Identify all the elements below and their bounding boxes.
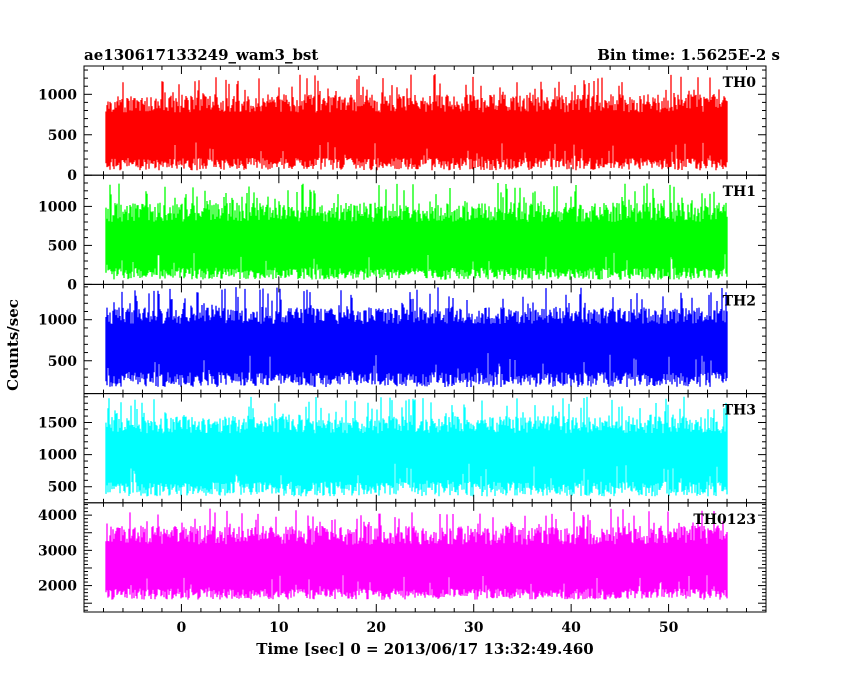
panel-label: TH0	[723, 75, 757, 91]
y-tick-label: 0	[67, 277, 77, 293]
panel-label: TH1	[723, 184, 756, 200]
series-th1	[105, 183, 728, 280]
chart-title: ae130617133249_wam3_bst	[84, 46, 318, 64]
series-th0123	[105, 508, 728, 600]
y-tick-label: 500	[48, 354, 77, 370]
panel-label: TH3	[723, 403, 756, 419]
x-tick-label: 30	[464, 620, 484, 636]
y-tick-label: 1000	[38, 448, 77, 464]
y-tick-label: 500	[48, 238, 77, 254]
y-tick-label: 3000	[38, 543, 77, 559]
x-axis: 0 10 20 30 40 50	[177, 620, 679, 636]
y-tick-label: 1500	[38, 416, 77, 432]
x-tick-label: 40	[561, 620, 581, 636]
y-tick-label: 0	[67, 168, 77, 184]
panel-th0: 0 500 1000 TH0	[38, 65, 767, 184]
y-axis-label: Counts/sec	[4, 299, 22, 391]
panel-th3: 500 1000 1500 TH3	[38, 393, 767, 504]
x-tick-label: 0	[177, 620, 187, 636]
panel-th2: 500 1000 TH2	[38, 283, 767, 395]
series-th0	[105, 74, 728, 171]
panel-label: TH2	[723, 293, 756, 309]
y-tick-label: 500	[48, 480, 77, 496]
y-tick-label: 1000	[38, 313, 77, 329]
panel-label: TH0123	[693, 512, 756, 528]
y-tick-label: 1000	[38, 87, 77, 103]
x-axis-label: Time [sec] 0 = 2013/06/17 13:32:49.460	[256, 640, 593, 658]
x-tick-label: 50	[659, 620, 679, 636]
panels: 0 500 1000 TH0 0 500 1000 TH1 500 1000 TH2 500 1000 1…	[38, 65, 767, 613]
panel-th0123: 2000 3000 4000 TH0123	[38, 502, 767, 613]
x-tick-label: 10	[269, 620, 289, 636]
y-tick-label: 1000	[38, 199, 77, 215]
panel-th1: 0 500 1000 TH1	[38, 174, 767, 293]
series-th3	[105, 396, 728, 497]
x-tick-label: 20	[367, 620, 387, 636]
bin-time-label: Bin time: 1.5625E-2 s	[597, 46, 780, 64]
series-th2	[105, 287, 728, 387]
y-tick-label: 2000	[38, 579, 77, 595]
y-tick-label: 500	[48, 128, 77, 144]
y-tick-label: 4000	[38, 508, 77, 524]
